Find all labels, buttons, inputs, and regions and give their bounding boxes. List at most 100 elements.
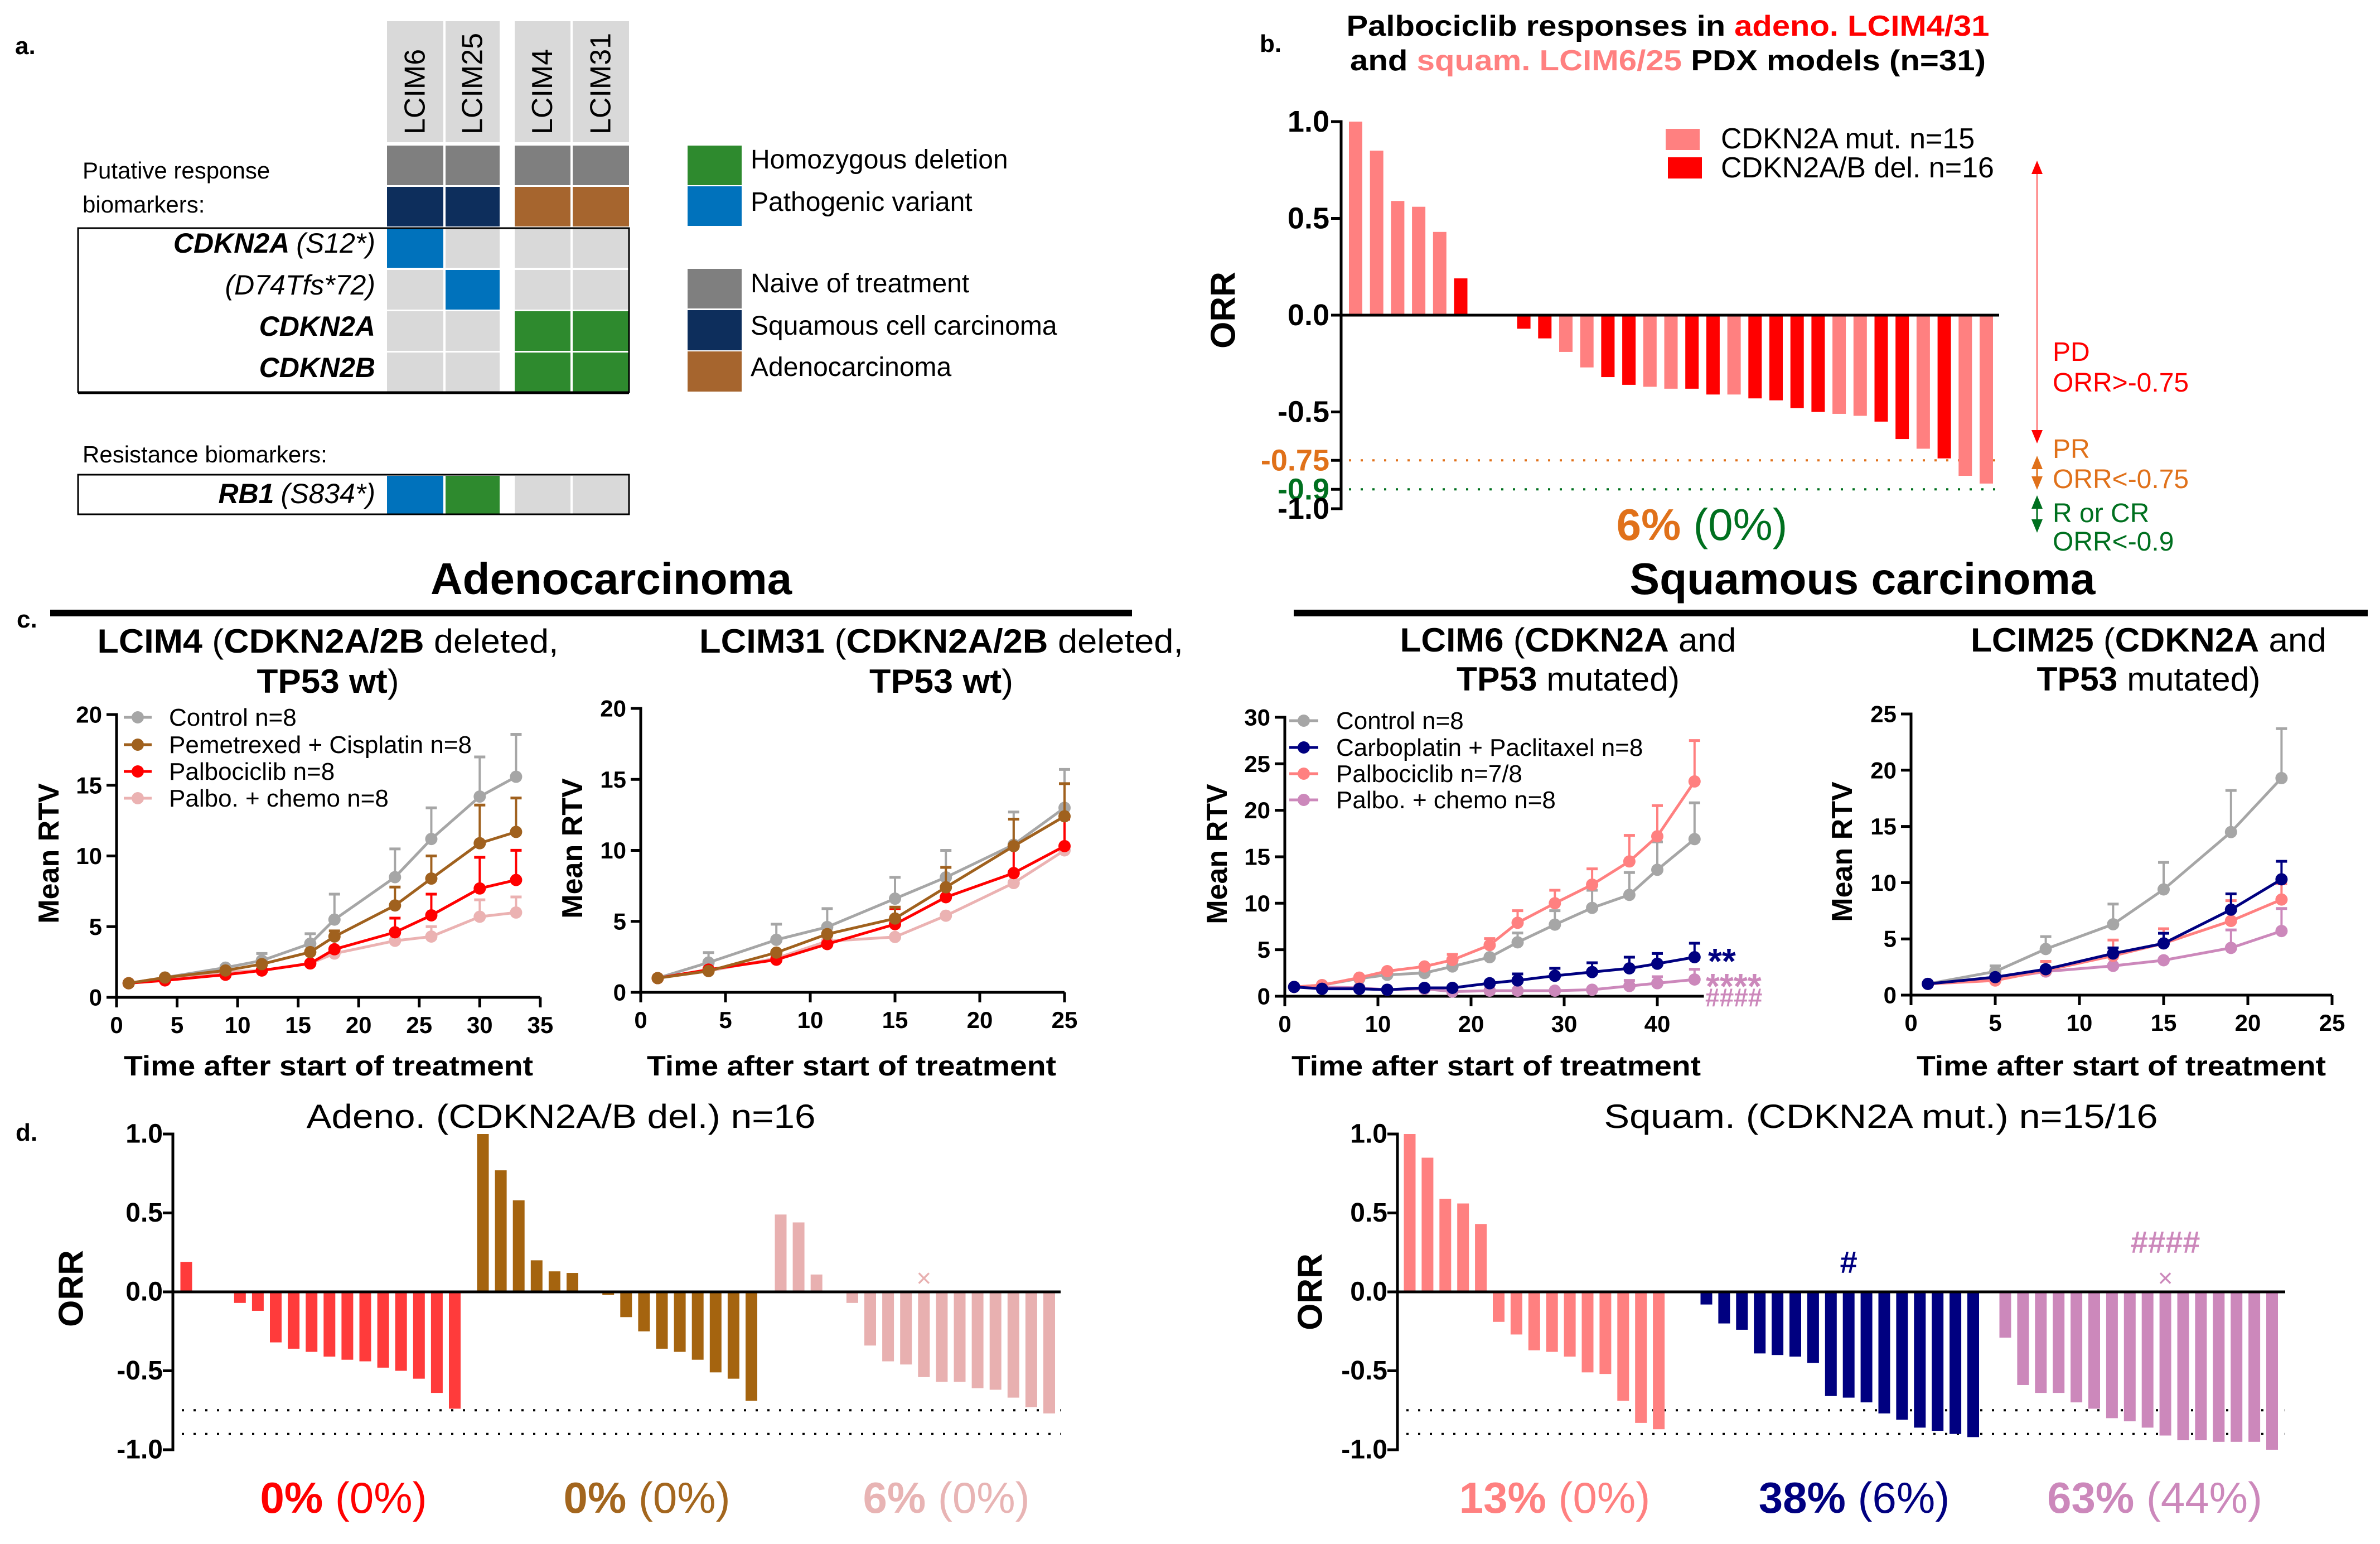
bar xyxy=(430,1292,443,1393)
legend-label: Control n=8 xyxy=(169,704,297,731)
bar xyxy=(936,1292,948,1382)
model-column-header xyxy=(387,21,443,142)
data-point xyxy=(1549,969,1561,982)
legend-label: Squamous cell carcinoma xyxy=(751,311,1057,341)
chart-title-segment: CDKN2A xyxy=(2115,621,2260,659)
data-point xyxy=(1446,981,1459,994)
bar xyxy=(1842,1292,1855,1398)
x-tick-label: 0 xyxy=(1278,1011,1291,1037)
legend-label: Pathogenic variant xyxy=(751,187,973,217)
model-name: LCIM4 xyxy=(526,49,559,134)
bar xyxy=(270,1292,282,1343)
legend-item-homozygous-deletion: Homozygous deletion xyxy=(688,145,1008,185)
y-tick-label: -0.75 xyxy=(1261,443,1329,477)
x-tick-label: 0 xyxy=(634,1007,647,1033)
x-tick-label: 0 xyxy=(1904,1010,1917,1036)
data-point xyxy=(1688,775,1701,788)
data-point xyxy=(473,790,486,803)
y-tick-label: -0.5 xyxy=(1278,395,1329,429)
bar xyxy=(1599,1292,1612,1374)
bar xyxy=(1874,315,1888,422)
gene-symbol: CDKN2A xyxy=(173,228,289,259)
bar xyxy=(306,1292,318,1352)
chart-title-line: TP53 wt) xyxy=(869,663,1013,700)
biomarker-cell-none xyxy=(387,270,443,310)
series-line xyxy=(128,831,517,985)
data-point xyxy=(1483,977,1496,990)
data-point xyxy=(158,971,171,984)
bar xyxy=(882,1292,894,1362)
arrow-head-up-icon xyxy=(2031,495,2043,509)
y-tick-label: -0.5 xyxy=(1341,1356,1387,1386)
data-point xyxy=(1651,863,1663,876)
data-point xyxy=(510,826,523,838)
chart-title-line: LCIM25 (CDKN2A and xyxy=(1971,621,2326,659)
status-cell-squamous xyxy=(387,187,443,226)
section-rule-squamous-carcinoma xyxy=(1294,610,2368,616)
y-tick-label: 5 xyxy=(613,908,626,934)
legend-marker xyxy=(132,792,144,804)
data-point xyxy=(2158,937,2170,950)
bar xyxy=(1546,1292,1558,1352)
section-rule-adenocarcinoma xyxy=(50,610,1132,616)
data-point xyxy=(510,874,523,886)
x-tick-label: 15 xyxy=(2151,1010,2177,1036)
data-point xyxy=(1007,839,1020,852)
bar xyxy=(1772,1292,1784,1355)
data-point xyxy=(1511,984,1524,997)
response-rate-summary: 6% (0%) xyxy=(863,1473,1029,1522)
biomarker-row-label: CDKN2A (S12*) xyxy=(173,228,375,259)
legend-label: CDKN2A mut. n=15 xyxy=(1721,123,1975,155)
legend-item: Carboplatin + Paclitaxel n=8 xyxy=(1289,734,1643,761)
y-tick-label: 15 xyxy=(1244,843,1270,870)
x-axis-title: Time after start of treatment xyxy=(124,1050,533,1082)
data-point xyxy=(473,837,486,850)
bar-group: #### × 63% (44%) xyxy=(1999,1224,2278,1522)
chart-title-segment: TP53 xyxy=(2037,660,2118,698)
data-point xyxy=(1623,855,1636,868)
data-point xyxy=(2107,959,2120,972)
bar xyxy=(1454,278,1468,315)
bar xyxy=(691,1292,704,1360)
bar xyxy=(2231,1292,2243,1442)
bar xyxy=(1718,1292,1730,1324)
y-tick-label: 5 xyxy=(1257,937,1270,963)
x-axis-title: Time after start of treatment xyxy=(647,1050,1056,1082)
legend-item-naive-of-treatment: Naive of treatment xyxy=(688,269,969,308)
chart-title-segment: PDX models (n=31) xyxy=(1682,45,1986,77)
model-name: LCIM25 xyxy=(457,33,489,134)
data-point xyxy=(1483,939,1496,952)
chart-title-segment: and xyxy=(1669,621,1736,659)
panel-d-squam-orr-waterfall-chart: Squam. (CDKN2A mut.) n=15/16 13% (0%) #38%… xyxy=(1291,1098,2285,1522)
status-cell-naive xyxy=(515,146,570,185)
data-point xyxy=(2275,771,2288,784)
bar xyxy=(1622,315,1636,385)
putative-biomarkers-label-line2: biomarkers: xyxy=(83,191,205,218)
significance-mark: × xyxy=(916,1263,931,1292)
biomarker-cell-homdel xyxy=(573,353,629,392)
bar xyxy=(1860,1292,1873,1403)
data-point xyxy=(1511,936,1524,949)
chart-title-segment: ( xyxy=(1504,621,1525,659)
data-point xyxy=(1549,984,1561,997)
biomarker-cell-homdel xyxy=(515,353,570,392)
x-tick-label: 30 xyxy=(467,1012,493,1038)
bar-group: 0% (0%) xyxy=(477,1134,757,1522)
chart-title-segment: TP53 xyxy=(1457,660,1537,698)
bar xyxy=(2106,1292,2118,1418)
bar xyxy=(1727,315,1741,395)
bar xyxy=(2159,1292,2171,1436)
x-tick-label: 15 xyxy=(882,1007,908,1033)
y-tick-label: 0.0 xyxy=(1350,1277,1387,1307)
bar xyxy=(1510,1292,1522,1335)
bar xyxy=(1412,206,1426,315)
data-point xyxy=(1007,877,1020,890)
legend-swatch xyxy=(688,351,742,392)
data-point xyxy=(2275,925,2288,938)
variant-notation: (D74Tfs*72) xyxy=(225,269,375,301)
bar xyxy=(1493,1292,1505,1322)
bar xyxy=(846,1292,858,1303)
data-point xyxy=(328,943,341,956)
data-point xyxy=(328,930,341,943)
chart-title-segment: deleted, xyxy=(424,623,559,660)
